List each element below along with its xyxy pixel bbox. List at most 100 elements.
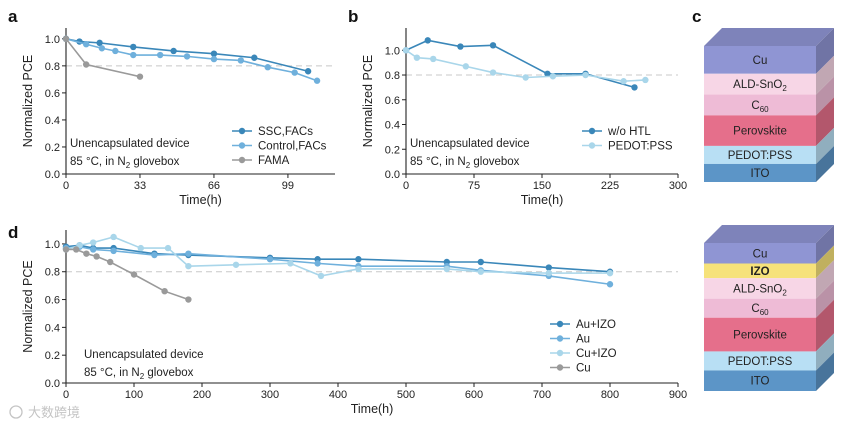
legend-label-cu: Cu — [576, 363, 591, 375]
panel-label-c: c — [692, 7, 701, 26]
legend-b: w/o HTL PEDOT:PSS — [582, 126, 673, 153]
annotation-line-1: Unencapsulated device — [410, 138, 530, 150]
layer-label: ALD-SnO2 — [733, 79, 787, 93]
data-point-au-izo — [545, 264, 552, 271]
x-axis-title-a: Time(h) — [179, 193, 222, 207]
data-point-au — [185, 250, 192, 257]
legend-label-au: Au — [576, 334, 590, 346]
layer-front-face — [704, 145, 816, 164]
data-point-cu-izo — [477, 268, 484, 275]
y-tick-label: 0.8 — [45, 267, 60, 279]
x-tick-label: 300 — [669, 180, 687, 192]
layer-c60: C60 — [704, 280, 834, 318]
annotation-line-2: 85 °C, in N2 glovebox — [70, 156, 180, 170]
legend-a: SSC,FACs Control,FACs FAMA — [232, 126, 327, 167]
legend-label-au-izo: Au+IZO — [576, 319, 616, 331]
x-tick-label: 700 — [533, 389, 551, 401]
layer-front-face — [704, 351, 816, 371]
series-au-izo — [62, 242, 614, 275]
data-point-control-facs — [112, 47, 119, 55]
annotation-line-1: Unencapsulated device — [84, 349, 204, 361]
data-point-cu — [83, 250, 90, 257]
layer-label: Perovskite — [733, 330, 787, 342]
data-point-control-facs — [313, 77, 321, 84]
data-point-fama — [62, 35, 70, 43]
legend-swatch-marker — [556, 349, 564, 357]
layer-c60: C60 — [704, 76, 834, 116]
data-point-pedot-pss — [430, 55, 437, 63]
data-point-control-facs — [130, 51, 137, 59]
data-point-cu-izo — [137, 244, 144, 252]
series-line-cu — [66, 248, 189, 301]
data-point-cu — [130, 271, 138, 278]
layer-ito: ITO — [704, 352, 834, 391]
layer-label: C60 — [751, 303, 769, 317]
series-fama — [62, 35, 144, 80]
layer-side-face — [816, 97, 834, 146]
data-point-cu-izo — [185, 262, 192, 270]
panel-d-chart: d 0 100 200 300 400 500 600 700 800 900 0.0 0.2 0.4 0.… — [8, 223, 687, 416]
layer-perovskite: Perovskite — [704, 299, 834, 352]
layer-cu: Cu — [704, 28, 834, 74]
series-line-ssc-facs — [65, 38, 309, 73]
panel-b-chart: b 0 75 150 225 300 0.0 0.2 0.4 0.6 0.8 1.0 Time(h) No… — [348, 7, 687, 207]
legend-d: Au+IZO Au Cu+IZO Cu — [550, 319, 617, 375]
data-point-cu-izo — [545, 269, 552, 277]
layer-label: ITO — [751, 168, 770, 180]
data-point-au — [90, 246, 97, 253]
x-tick-label: 66 — [208, 180, 220, 192]
layer-ald-sno2: ALD-SnO2 — [704, 260, 834, 299]
layer-label: ALD-SnO2 — [733, 283, 787, 297]
y-tick-label: 0.4 — [385, 120, 400, 132]
layer-label: IZO — [750, 266, 769, 278]
layer-front-face — [704, 94, 816, 116]
legend-swatch-marker — [238, 142, 246, 149]
y-tick-label: 0.2 — [45, 350, 60, 362]
data-point-w-o-htl — [424, 37, 431, 44]
y-tick-label: 0.6 — [45, 88, 60, 100]
layer-front-face — [704, 46, 816, 74]
layer-front-face — [704, 163, 816, 182]
data-point-pedot-pss — [582, 71, 589, 79]
x-tick-label: 100 — [125, 389, 143, 401]
layer-side-face — [816, 333, 834, 371]
data-point-au — [266, 256, 274, 263]
y-tick-label: 0.0 — [45, 169, 60, 181]
data-point-fama — [136, 73, 144, 80]
data-point-cu-izo — [355, 265, 362, 273]
x-axis-title-d: Time(h) — [351, 402, 394, 416]
y-tick-label: 1.0 — [385, 45, 400, 57]
legend-label-pedot-pss: PEDOT:PSS — [608, 141, 673, 153]
layer-izo: IZO — [704, 245, 834, 279]
data-point-ssc-facs — [304, 68, 312, 75]
data-point-control-facs — [291, 69, 298, 76]
data-point-cu — [73, 246, 80, 253]
layer-side-face — [816, 352, 834, 391]
data-point-w-o-htl — [489, 42, 497, 49]
layer-front-face — [704, 278, 816, 299]
data-point-control-facs — [98, 45, 106, 52]
data-point-cu-izo — [90, 239, 97, 246]
data-point-control-facs — [183, 53, 191, 60]
y-tick-label: 0.8 — [45, 61, 60, 73]
data-point-cu — [107, 258, 114, 266]
series-w-o-htl — [402, 37, 638, 91]
y-tick-label: 0.4 — [45, 322, 60, 334]
layer-pedot-pss: PEDOT:PSS — [704, 127, 834, 164]
layer-front-face — [704, 370, 816, 391]
legend-label-cu-izo: Cu+IZO — [576, 348, 617, 360]
y-tick-label: 0.6 — [45, 295, 60, 307]
x-tick-label: 900 — [669, 389, 687, 401]
layer-side-face — [816, 76, 834, 116]
data-point-ssc-facs — [130, 43, 137, 51]
data-point-cu-izo — [110, 233, 117, 241]
y-tick-label: 0.0 — [385, 169, 400, 181]
layer-ito: ITO — [704, 145, 834, 182]
y-tick-label: 0.4 — [45, 115, 60, 127]
data-point-pedot-pss — [462, 63, 470, 70]
series-cu — [62, 246, 192, 303]
layer-side-face — [816, 127, 834, 164]
layer-front-face — [704, 73, 816, 95]
layer-side-face — [816, 28, 834, 74]
data-point-cu-izo — [287, 260, 294, 267]
